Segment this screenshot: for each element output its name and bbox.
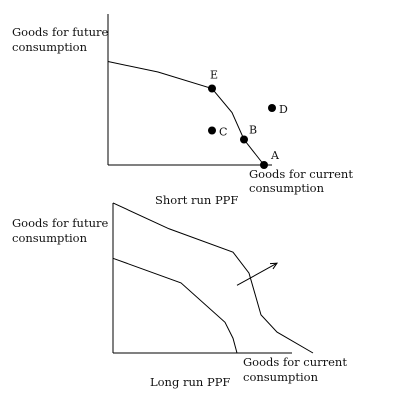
short-run-xlabel-line-1: Goods for current [249,167,353,181]
short-run-ylabel-line-1: Goods for future [12,25,108,39]
long-run-title: Long run PPF [150,375,230,389]
point-c-label: C [219,126,227,139]
short-run-title: Short run PPF [155,193,238,207]
point-b-label: B [249,124,257,137]
point-a-label: A [270,149,280,162]
long-run-inner-ppf-curve [112,257,238,354]
long-run-xlabel-line-1: Goods for current [243,355,347,369]
short-run-ppf-curve [107,61,265,166]
short-run-ppf-chart: Goods for future consumption Goods for c… [12,14,353,207]
point-d-label: D [279,103,288,116]
point-d [268,104,276,112]
point-c [208,126,216,135]
point-a [260,161,268,169]
long-run-ylabel-line-2: consumption [12,231,88,245]
shift-arrow-head [269,262,279,270]
short-run-ylabel-line-2: consumption [12,40,88,54]
long-run-xlabel-line-2: consumption [243,370,319,384]
point-e [208,84,216,93]
short-run-xlabel-line-2: consumption [249,181,325,195]
long-run-outer-ppf-curve [112,202,314,354]
point-e-label: E [210,69,218,82]
shift-arrow [236,262,278,286]
long-run-ppf-chart: Goods for future consumption Goods for c… [12,202,347,389]
long-run-ylabel-line-1: Goods for future [12,216,108,230]
point-b [240,135,248,144]
